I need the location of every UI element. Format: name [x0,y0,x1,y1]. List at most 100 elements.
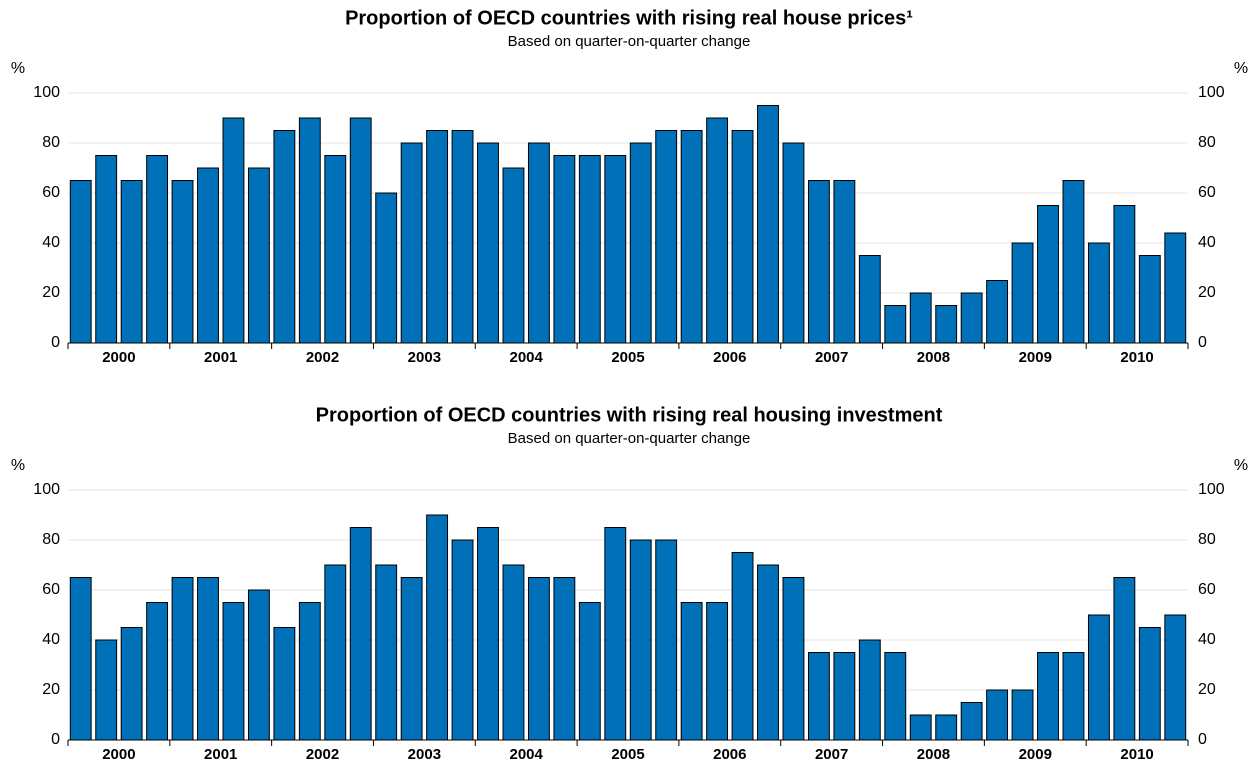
y2-tick-label: 100 [1198,84,1225,101]
bar [986,280,1009,344]
x-tick-label: 2010 [1120,746,1153,763]
bar [884,305,907,344]
bar [400,142,423,344]
x-tick-label: 2000 [102,746,135,763]
bar [1138,255,1161,344]
bar [273,627,296,741]
y2-tick-label: 0 [1198,731,1207,748]
bar [1164,614,1187,741]
y2-tick-label: 20 [1198,681,1216,698]
bar [986,689,1009,741]
y-tick-label: 60 [42,581,60,598]
x-tick-label: 2008 [917,746,950,763]
bar [680,130,703,344]
bar [1113,577,1136,741]
bar [197,167,219,344]
x-tick-label: 2005 [611,349,644,366]
bar [349,117,372,344]
bar [858,639,881,741]
chart-title: Proportion of OECD countries with rising… [345,7,913,29]
bar [706,117,729,344]
bar [655,539,678,741]
bar [1037,652,1059,741]
x-tick-label: 2006 [713,349,746,366]
bar [527,142,550,344]
bar [400,577,423,741]
bar [426,514,449,741]
x-tick-label: 2002 [306,746,339,763]
chart-subtitle: Based on quarter-on-quarter change [508,430,751,447]
y2-unit: % [1234,60,1248,77]
bar [451,539,474,741]
y2-tick-label: 80 [1198,134,1216,151]
bar [1011,242,1034,344]
y-unit: % [11,60,25,77]
bar [120,180,143,344]
bar [578,155,601,344]
bar [146,155,169,344]
bar [604,527,627,741]
bar [527,577,550,741]
bar [935,305,958,344]
bar [273,130,296,344]
bar [375,192,398,344]
bar [95,639,118,741]
bar [960,292,983,344]
bar [706,602,729,741]
y2-unit: % [1234,457,1248,474]
y2-tick-label: 80 [1198,531,1216,548]
x-tick-label: 2003 [408,746,441,763]
y-tick-label: 20 [42,681,60,698]
bar [1113,205,1136,344]
bar [858,255,881,344]
bar [909,292,932,344]
y2-tick-label: 100 [1198,481,1225,498]
y2-tick-label: 0 [1198,334,1207,351]
bar [222,602,245,741]
bar [502,564,525,741]
bar [95,155,118,344]
bar [502,167,525,344]
y-tick-label: 40 [42,234,60,251]
x-tick-label: 2007 [815,349,848,366]
x-tick-label: 2001 [204,746,237,763]
x-tick-label: 2005 [611,746,644,763]
x-tick-label: 2007 [815,746,848,763]
x-tick-label: 2006 [713,746,746,763]
bar [1062,652,1085,741]
bar [120,627,143,741]
chart-subtitle: Based on quarter-on-quarter change [508,33,751,50]
y-unit: % [11,457,25,474]
bar [553,577,576,741]
y2-tick-label: 60 [1198,581,1216,598]
bar [451,130,474,344]
bar [69,577,92,741]
bar [1037,205,1059,344]
bar [909,714,932,741]
bar [884,652,907,741]
y-tick-label: 80 [42,531,60,548]
x-tick-label: 2000 [102,349,135,366]
y-tick-label: 20 [42,284,60,301]
bar [935,714,958,741]
bar [298,602,321,741]
bar [782,577,805,741]
y2-tick-label: 60 [1198,184,1216,201]
y2-tick-label: 40 [1198,234,1216,251]
bar [477,142,499,344]
bar [655,130,678,344]
bar [807,652,830,741]
x-tick-label: 2003 [408,349,441,366]
bar [1138,627,1161,741]
y-tick-label: 0 [51,334,60,351]
bar [324,564,347,741]
bar [629,142,652,344]
bar [375,564,398,741]
bar [247,167,270,344]
bar [807,180,830,344]
y-tick-label: 100 [33,481,60,498]
bar [1164,232,1187,344]
x-tick-label: 2002 [306,349,339,366]
x-tick-label: 2008 [917,349,950,366]
bar [146,602,169,741]
